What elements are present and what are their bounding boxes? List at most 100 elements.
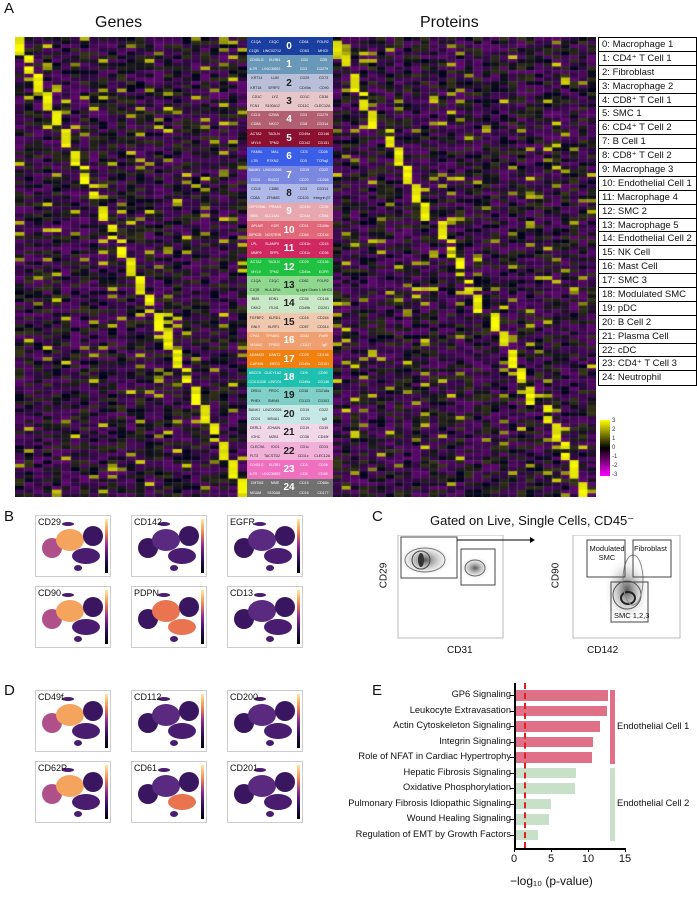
x-tick — [588, 848, 589, 852]
gene-marker: IL7R — [249, 472, 258, 477]
gene-marker: IGHC — [251, 435, 261, 440]
gene-marker: MGAM — [250, 490, 262, 495]
cluster-row-10: APLNR KDR DIPK2B NOSTRIN 10 CD31 CD49b CD54 CD14… — [247, 221, 333, 240]
gene-marker: C1QC — [268, 39, 279, 44]
legend-item: 5: SMC 1 — [599, 107, 696, 122]
gene-marker: KLRF1 — [267, 324, 280, 329]
gene-marker: SFRP2 — [268, 85, 280, 90]
gene-marker: ZFN683 — [266, 196, 280, 201]
gene-marker: SLAMF9 — [265, 242, 280, 247]
protein-marker: CLEC12A — [314, 453, 331, 458]
gate-label-smc: SMC 1,2,3 — [614, 611, 650, 620]
gene-marker: LINC00892 — [262, 472, 281, 477]
cluster-number: 13 — [283, 279, 295, 291]
gene-marker: MS4A2 — [250, 343, 262, 348]
umap-marker-label: EGFR — [230, 517, 256, 527]
protein-marker: CD11C — [297, 104, 310, 109]
gene-marker: MZB1 — [269, 435, 279, 440]
facs-plot2-xlabel: CD142 — [587, 645, 619, 656]
umap-plot: CD49f — [35, 690, 111, 752]
genes-title: Genes — [95, 14, 143, 31]
gene-marker: C1QC — [268, 278, 279, 283]
facs-plot1-frame — [397, 535, 504, 639]
protein-marker: CD123 — [298, 398, 311, 403]
gene-marker: CD40LG — [249, 462, 264, 467]
protein-marker: CD11b — [299, 242, 311, 247]
umap-plot: CD13 — [227, 586, 303, 648]
gene-marker: S100A12 — [265, 104, 281, 109]
protein-marker: CD54 — [299, 232, 309, 237]
umap-plot: CD201 — [227, 761, 303, 823]
cluster-row-17: ADAM33 DANT2 CARMN MEG3 17 CD29 CD146 CD49a CD15… — [247, 349, 333, 369]
y-tick — [510, 834, 514, 836]
colorbar-tick: 0 — [612, 445, 616, 451]
group-label: Endothelial Cell 2 — [617, 798, 690, 809]
x-tick — [551, 848, 552, 852]
legend-item: 19: pDC — [599, 302, 696, 316]
protein-marker: CD5 — [299, 159, 308, 164]
protein-marker: FOLR2 — [317, 39, 329, 44]
protein-marker: CD151 — [317, 361, 330, 366]
pathway-label: GP6 Signaling — [451, 689, 511, 699]
gene-marker: GZMA — [268, 113, 279, 118]
protein-marker: CD3 — [300, 150, 308, 155]
gene-marker: CD8A — [251, 122, 261, 127]
protein-marker: CD39 — [318, 426, 329, 431]
colorbar-tick: -2 — [612, 463, 618, 469]
protein-marker: CD28 — [318, 462, 328, 467]
gene-marker: TACSTD2 — [263, 453, 281, 458]
protein-marker: FcεRI — [318, 334, 329, 339]
pathway-bar — [514, 736, 594, 747]
gene-marker: NOSTRIN — [265, 232, 282, 237]
gene-marker: TPM2 — [269, 140, 279, 145]
panel-label-b: B — [4, 508, 15, 525]
group-label: Endothelial Cell 1 — [617, 720, 690, 731]
gene-marker: MYL9 — [251, 140, 261, 145]
protein-marker: CD13 — [318, 444, 329, 449]
protein-marker: CD64 — [299, 39, 309, 44]
legend-item: 17: SMC 3 — [599, 274, 696, 289]
gene-marker: LINC02712 — [262, 48, 281, 53]
protein-marker: CD303 — [317, 398, 330, 403]
gene-marker: LUM — [271, 76, 279, 81]
pathway-label: Oxidative Phosphorylation — [402, 782, 511, 792]
gene-marker: FLT3 — [249, 453, 259, 458]
gene-marker: PHEX — [250, 398, 261, 403]
gene-marker: SLC11A1 — [264, 214, 280, 219]
cluster-number: 14 — [283, 298, 295, 310]
protein-marker: CD90 — [319, 85, 329, 90]
cluster-row-1: CD40LG KLRB1 IL7R LINC00892 1 CD2 CD5 CD3 CD279 — [247, 55, 333, 74]
gene-marker: FAM6L — [251, 150, 263, 155]
cluster-row-13: C1QA C1QC C1QB HLA-DRA 13 CD82 FOLR2 Ig Light C… — [247, 276, 333, 295]
umap-marker-label: CD201 — [230, 763, 259, 773]
gene-marker: MYL9 — [251, 269, 261, 274]
protein-marker: CD5 — [319, 58, 328, 62]
pathway-bar — [514, 783, 575, 794]
y-tick — [510, 757, 514, 758]
gene-marker: KLRB1 — [268, 462, 281, 467]
protein-marker: CD11c — [297, 453, 309, 458]
gene-marker: CD1C — [251, 94, 262, 99]
protein-marker: CD16 — [299, 315, 309, 320]
protein-marker: CD279 — [316, 67, 329, 72]
gene-marker: ACTA2 — [250, 260, 262, 265]
umap-plot: CD112 — [131, 690, 207, 752]
gene-marker: JCHAIN — [267, 426, 281, 431]
colorbar-tick: 2 — [612, 427, 616, 433]
gate-fibroblast — [632, 539, 672, 578]
gene-marker: MS4A1 — [267, 416, 280, 421]
gene-marker: ADAM33 — [249, 352, 264, 357]
gene-marker: ABCC9 — [248, 370, 261, 375]
gene-marker: S100A8 — [267, 490, 280, 495]
umap-colorscale — [201, 519, 204, 573]
protein-marker: Integrin β7 — [313, 196, 331, 201]
gene-marker: TAGLN — [268, 260, 280, 265]
proteins-heatmap — [333, 37, 596, 497]
cluster-number: 3 — [286, 95, 292, 107]
protein-marker: IgE — [322, 343, 328, 348]
gene-marker: LINGO1 — [268, 380, 282, 385]
colorbar-tick: -1 — [612, 454, 618, 460]
pathway-label: Regulation of EMT by Growth Factors — [355, 828, 511, 839]
gate-label-fibroblast: Fibroblast — [634, 544, 667, 553]
cluster-number: 11 — [283, 243, 295, 255]
